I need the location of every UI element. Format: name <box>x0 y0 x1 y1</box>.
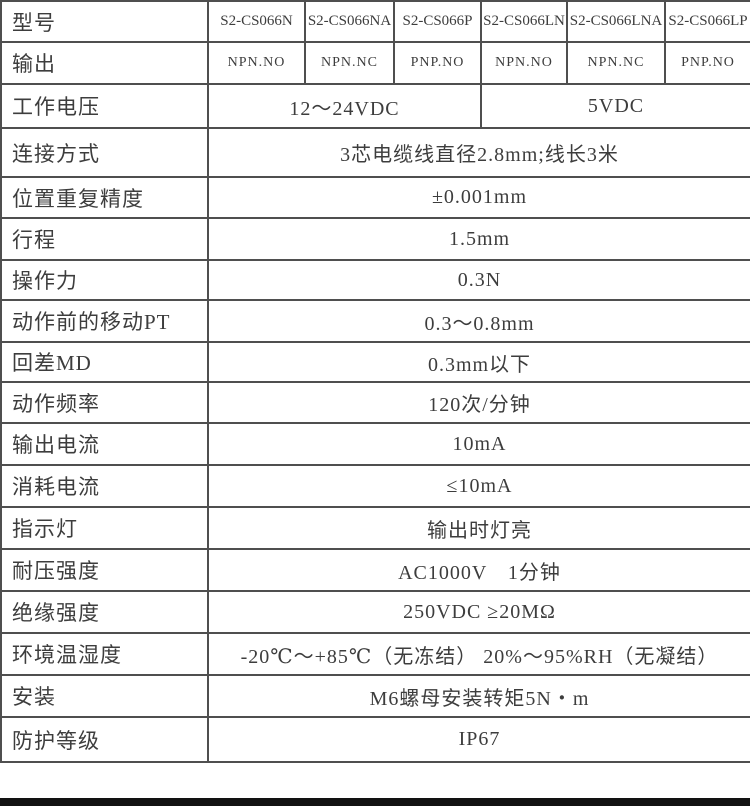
row-value: 0.3mm以下 <box>207 341 750 383</box>
bottom-black-bar <box>0 798 750 806</box>
spec-row-repeatability: 位置重复精度 ±0.001mm <box>0 176 750 219</box>
spec-row-withstand-voltage: 耐压强度 AC1000V 1分钟 <box>0 548 750 592</box>
model-cell: S2-CS066LP <box>664 0 750 43</box>
row-label: 指示灯 <box>0 506 209 550</box>
row-value: 0.3～0.8mm <box>207 299 750 343</box>
output-cell: NPN.NO <box>207 41 306 85</box>
row-value: 0.3N <box>207 259 750 301</box>
row-label: 消耗电流 <box>0 464 209 508</box>
spec-row-insulation: 绝缘强度 250VDC ≥20MΩ <box>0 590 750 634</box>
row-value: 10mA <box>207 422 750 466</box>
row-label-voltage: 工作电压 <box>0 83 209 129</box>
row-label-model: 型号 <box>0 0 209 43</box>
spec-row-pretravel: 动作前的移动PT 0.3～0.8mm <box>0 299 750 343</box>
row-value: ±0.001mm <box>207 176 750 219</box>
row-value: 250VDC ≥20MΩ <box>207 590 750 634</box>
spec-row-consumption-current: 消耗电流 ≤10mA <box>0 464 750 508</box>
voltage-cell-low: 12～24VDC <box>207 83 482 129</box>
row-label: 绝缘强度 <box>0 590 209 634</box>
voltage-cell-high: 5VDC <box>480 83 750 129</box>
row-value: -20℃～+85℃（无冻结） 20%～95%RH（无凝结） <box>207 632 750 676</box>
model-row: 型号 S2-CS066N S2-CS066NA S2-CS066P S2-CS0… <box>0 0 750 43</box>
row-label: 防护等级 <box>0 716 209 763</box>
row-value: ≤10mA <box>207 464 750 508</box>
output-cell: NPN.NC <box>304 41 395 85</box>
row-label: 动作前的移动PT <box>0 299 209 343</box>
spec-row-operating-force: 操作力 0.3N <box>0 259 750 301</box>
row-label: 位置重复精度 <box>0 176 209 219</box>
row-label: 连接方式 <box>0 127 209 178</box>
row-value: 输出时灯亮 <box>207 506 750 550</box>
model-cell: S2-CS066LN <box>480 0 568 43</box>
model-cell: S2-CS066LNA <box>566 0 666 43</box>
row-value: AC1000V 1分钟 <box>207 548 750 592</box>
row-label: 输出电流 <box>0 422 209 466</box>
spec-row-frequency: 动作频率 120次/分钟 <box>0 381 750 424</box>
spec-row-mounting: 安装 M6螺母安装转矩5N・m <box>0 674 750 718</box>
output-cell: NPN.NC <box>566 41 666 85</box>
row-label: 动作频率 <box>0 381 209 424</box>
row-value: 3芯电缆线直径2.8mm;线长3米 <box>207 127 750 178</box>
row-value: IP67 <box>207 716 750 763</box>
row-label: 环境温湿度 <box>0 632 209 676</box>
spec-row-connection: 连接方式 3芯电缆线直径2.8mm;线长3米 <box>0 127 750 178</box>
output-cell: PNP.NO <box>393 41 482 85</box>
model-cell: S2-CS066NA <box>304 0 395 43</box>
spec-row-stroke: 行程 1.5mm <box>0 217 750 261</box>
model-cell: S2-CS066N <box>207 0 306 43</box>
row-label: 回差MD <box>0 341 209 383</box>
spec-row-hysteresis: 回差MD 0.3mm以下 <box>0 341 750 383</box>
row-value: 120次/分钟 <box>207 381 750 424</box>
row-label: 行程 <box>0 217 209 261</box>
row-label: 操作力 <box>0 259 209 301</box>
spec-table: 型号 S2-CS066N S2-CS066NA S2-CS066P S2-CS0… <box>0 0 750 763</box>
output-cell: NPN.NO <box>480 41 568 85</box>
spec-row-environment: 环境温湿度 -20℃～+85℃（无冻结） 20%～95%RH（无凝结） <box>0 632 750 676</box>
output-cell: PNP.NO <box>664 41 750 85</box>
row-label: 安装 <box>0 674 209 718</box>
row-value: 1.5mm <box>207 217 750 261</box>
output-row: 输出 NPN.NO NPN.NC PNP.NO NPN.NO NPN.NC PN… <box>0 41 750 85</box>
model-cell: S2-CS066P <box>393 0 482 43</box>
row-label-output: 输出 <box>0 41 209 85</box>
spec-row-protection: 防护等级 IP67 <box>0 716 750 763</box>
spec-row-indicator: 指示灯 输出时灯亮 <box>0 506 750 550</box>
voltage-row: 工作电压 12～24VDC 5VDC <box>0 83 750 129</box>
spec-row-output-current: 输出电流 10mA <box>0 422 750 466</box>
row-label: 耐压强度 <box>0 548 209 592</box>
row-value: M6螺母安装转矩5N・m <box>207 674 750 718</box>
